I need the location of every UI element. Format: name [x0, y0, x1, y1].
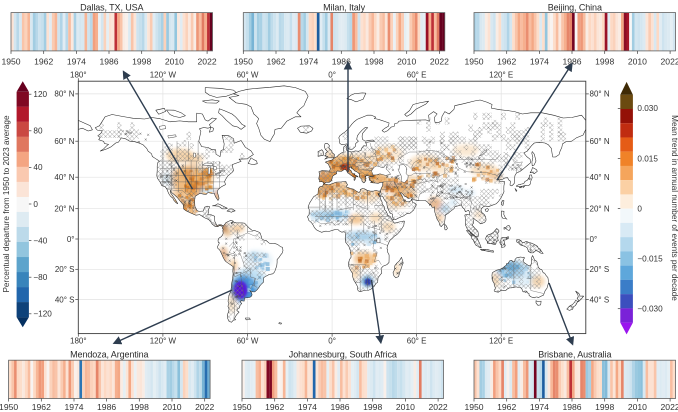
- svg-text:1962: 1962: [34, 56, 53, 66]
- svg-text:20° S: 20° S: [590, 265, 610, 274]
- svg-text:40° S: 40° S: [55, 295, 75, 304]
- svg-text:1962: 1962: [32, 402, 51, 412]
- svg-text:1962: 1962: [497, 402, 516, 412]
- svg-text:1950: 1950: [232, 402, 251, 412]
- svg-text:2022: 2022: [661, 56, 678, 66]
- svg-text:0: 0: [637, 204, 642, 213]
- svg-text:60° W: 60° W: [237, 71, 259, 80]
- svg-text:2022: 2022: [195, 402, 214, 412]
- svg-text:80: 80: [33, 127, 43, 136]
- svg-text:60° E: 60° E: [407, 337, 427, 346]
- svg-text:120° W: 120° W: [150, 71, 177, 80]
- svg-text:1950: 1950: [0, 402, 18, 412]
- svg-text:2022: 2022: [661, 402, 678, 412]
- svg-text:1974: 1974: [530, 402, 549, 412]
- svg-text:2010: 2010: [162, 402, 181, 412]
- svg-text:1962: 1962: [266, 56, 285, 66]
- svg-text:180°: 180°: [70, 71, 87, 80]
- svg-text:2022: 2022: [198, 56, 217, 66]
- svg-text:1962: 1962: [265, 402, 284, 412]
- svg-text:0°: 0°: [67, 235, 75, 244]
- svg-text:1986: 1986: [99, 56, 118, 66]
- svg-text:1962: 1962: [497, 56, 516, 66]
- svg-text:−0.015: −0.015: [637, 254, 663, 263]
- svg-text:−120: −120: [33, 310, 52, 319]
- svg-text:Brisbane, Australia: Brisbane, Australia: [538, 349, 611, 359]
- svg-text:−80: −80: [33, 273, 47, 282]
- svg-text:1950: 1950: [464, 402, 483, 412]
- svg-text:Mean trend in annual number of: Mean trend in annual number of events pe…: [670, 115, 678, 301]
- svg-text:0°: 0°: [328, 71, 336, 80]
- svg-text:Johannesburg, South Africa: Johannesburg, South Africa: [289, 349, 397, 359]
- svg-text:1986: 1986: [330, 402, 349, 412]
- svg-text:1950: 1950: [464, 56, 483, 66]
- svg-text:40: 40: [33, 163, 43, 172]
- svg-text:0.030: 0.030: [637, 104, 658, 113]
- svg-text:1998: 1998: [130, 402, 149, 412]
- svg-text:1950: 1950: [1, 56, 20, 66]
- svg-text:40° N: 40° N: [590, 173, 610, 182]
- svg-text:1998: 1998: [132, 56, 151, 66]
- svg-text:Beijing, China: Beijing, China: [548, 3, 602, 13]
- svg-text:40° N: 40° N: [54, 173, 74, 182]
- svg-text:120° W: 120° W: [150, 337, 177, 346]
- svg-text:80° N: 80° N: [590, 90, 610, 99]
- svg-text:0°: 0°: [328, 337, 336, 346]
- svg-text:0°: 0°: [590, 235, 598, 244]
- svg-text:1974: 1974: [299, 56, 318, 66]
- svg-text:1998: 1998: [595, 56, 614, 66]
- svg-text:2010: 2010: [165, 56, 184, 66]
- svg-text:Milan, Italy: Milan, Italy: [323, 3, 365, 13]
- svg-text:1986: 1986: [97, 402, 116, 412]
- svg-text:1998: 1998: [595, 402, 614, 412]
- svg-text:−0.030: −0.030: [637, 305, 663, 314]
- svg-text:20° N: 20° N: [54, 205, 74, 214]
- svg-text:60° W: 60° W: [237, 337, 259, 346]
- svg-text:120° E: 120° E: [489, 337, 513, 346]
- svg-text:120° E: 120° E: [489, 71, 513, 80]
- svg-text:1998: 1998: [364, 56, 383, 66]
- svg-text:Dallas, TX, USA: Dallas, TX, USA: [80, 3, 143, 13]
- svg-text:2010: 2010: [396, 402, 415, 412]
- svg-text:180°: 180°: [70, 337, 87, 346]
- svg-text:20° S: 20° S: [55, 265, 75, 274]
- svg-text:1986: 1986: [332, 56, 351, 66]
- svg-text:0.015: 0.015: [637, 154, 658, 163]
- svg-text:2022: 2022: [429, 402, 448, 412]
- svg-text:60° N: 60° N: [590, 137, 610, 146]
- svg-text:1986: 1986: [562, 56, 581, 66]
- svg-text:Mendoza, Argentina: Mendoza, Argentina: [70, 349, 148, 359]
- svg-text:2010: 2010: [628, 56, 647, 66]
- svg-text:60° N: 60° N: [54, 137, 74, 146]
- svg-text:Percentual departure from 1950: Percentual departure from 1950 to 2023 a…: [2, 115, 11, 293]
- svg-text:1998: 1998: [363, 402, 382, 412]
- svg-text:−40: −40: [33, 236, 47, 245]
- svg-text:2022: 2022: [430, 56, 449, 66]
- svg-text:2010: 2010: [397, 56, 416, 66]
- svg-text:1974: 1974: [530, 56, 549, 66]
- svg-text:1974: 1974: [298, 402, 317, 412]
- svg-text:80° N: 80° N: [54, 90, 74, 99]
- svg-text:1986: 1986: [562, 402, 581, 412]
- svg-text:20° N: 20° N: [590, 205, 610, 214]
- svg-text:1974: 1974: [64, 402, 83, 412]
- svg-text:1974: 1974: [67, 56, 86, 66]
- svg-text:60° E: 60° E: [407, 71, 427, 80]
- svg-text:1950: 1950: [234, 56, 253, 66]
- svg-text:120: 120: [33, 90, 47, 99]
- svg-text:40° S: 40° S: [590, 295, 610, 304]
- svg-text:2010: 2010: [628, 402, 647, 412]
- svg-text:0: 0: [33, 200, 38, 209]
